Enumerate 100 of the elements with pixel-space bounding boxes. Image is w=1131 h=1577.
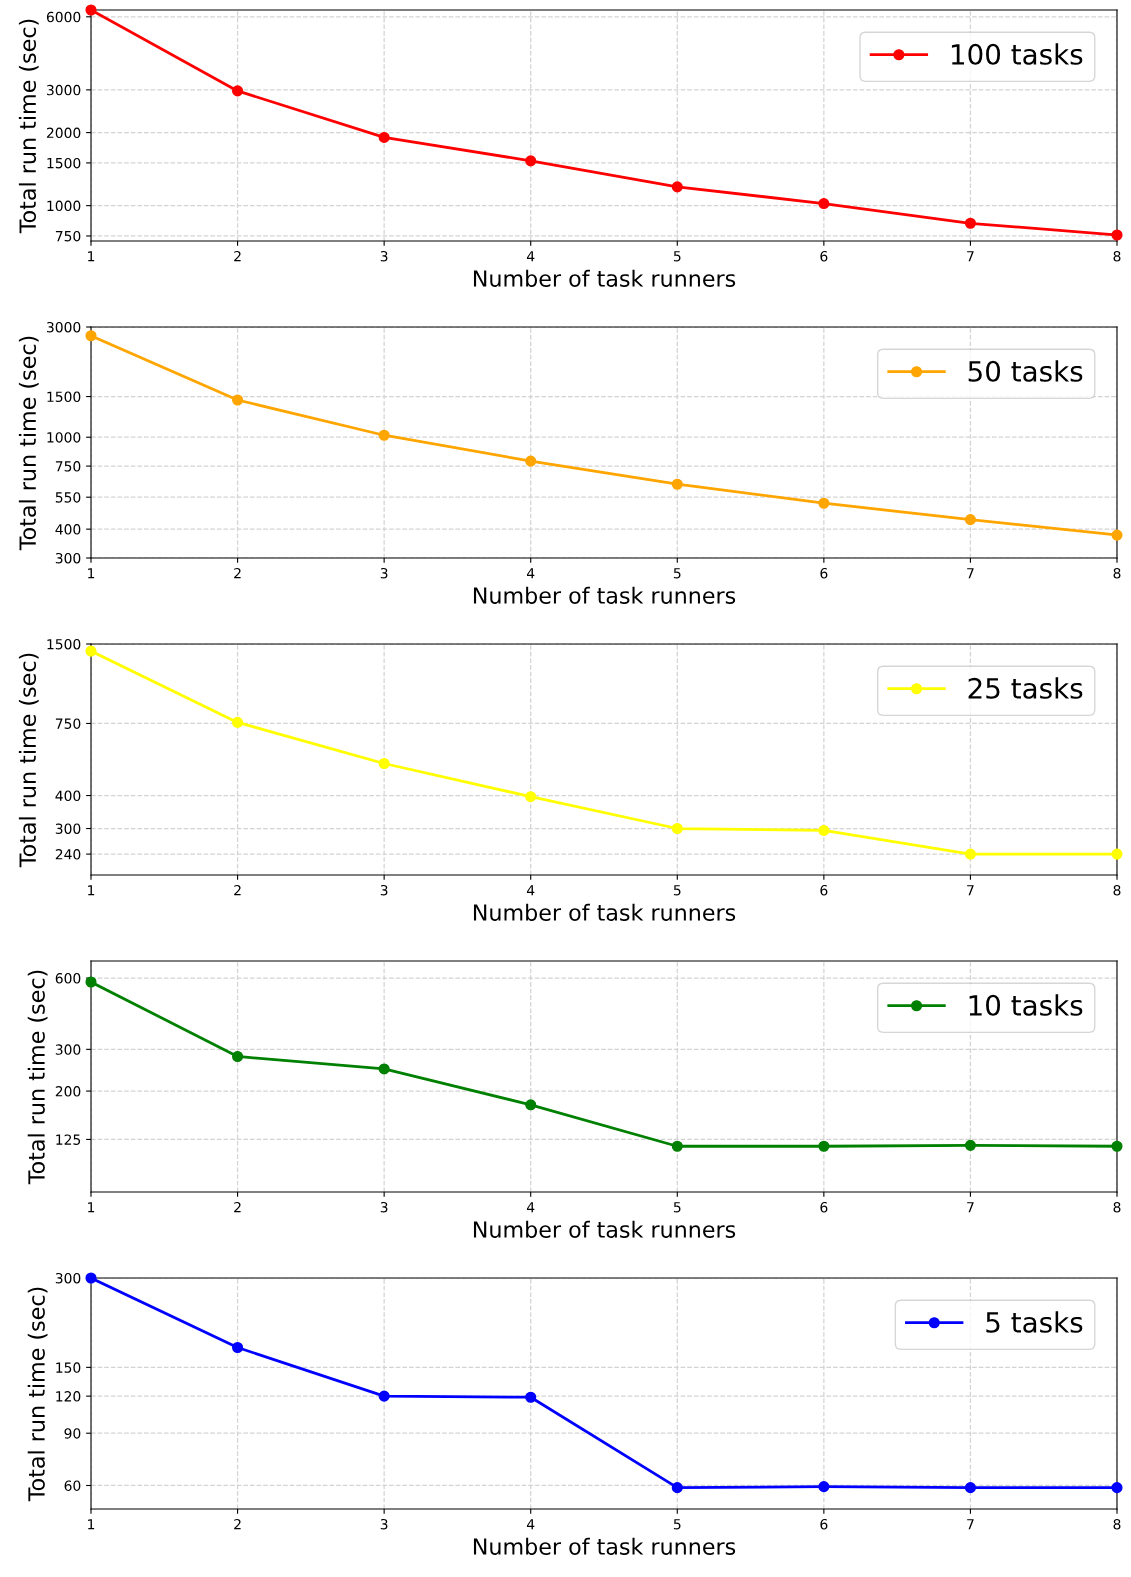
y-tick-label: 1500 <box>47 391 81 403</box>
y-tick-label: 200 <box>55 1086 81 1097</box>
y-tick-label: 600 <box>55 973 81 984</box>
point <box>964 848 976 860</box>
y-tick-label: 400 <box>55 524 81 535</box>
point <box>525 1391 537 1403</box>
x-tick-label: 4 <box>526 568 535 579</box>
point <box>378 131 390 143</box>
point <box>964 217 976 229</box>
y-tick-label: 400 <box>55 790 81 802</box>
point <box>1111 229 1123 241</box>
y-tick-label: 300 <box>55 823 81 834</box>
y-axis-title: Total run time (sec) <box>27 970 48 1185</box>
point <box>964 1482 976 1494</box>
y-axis-title: Total run time (sec) <box>18 19 39 234</box>
x-tick-label: 6 <box>820 1518 828 1530</box>
x-axis-title: Number of task runners <box>473 1220 736 1238</box>
point <box>85 4 97 16</box>
y-tick-label: 2000 <box>46 127 81 139</box>
y-tick-label: 125 <box>56 1134 81 1145</box>
x-tick-label: 1 <box>88 251 95 262</box>
x-tick-label: 3 <box>380 884 388 896</box>
y-axis-title: Total run time (sec) <box>27 1287 48 1502</box>
x-tick-label: 4 <box>526 1202 535 1213</box>
point <box>525 155 537 167</box>
point <box>671 1482 683 1494</box>
point <box>964 514 976 526</box>
point <box>378 1063 390 1075</box>
x-tick-label: 4 <box>526 885 535 896</box>
x-tick-label: 3 <box>380 1518 388 1530</box>
y-tick-label: 3000 <box>46 84 81 96</box>
point <box>818 1140 830 1152</box>
point <box>525 1099 537 1111</box>
y-tick-label: 300 <box>55 1044 81 1055</box>
y-tick-label: 750 <box>55 461 81 472</box>
legend-label: 50 tasks <box>968 360 1083 382</box>
y-tick-label: 150 <box>56 1362 81 1373</box>
point <box>818 824 830 836</box>
y-tick-label: 60 <box>64 1480 81 1491</box>
y-tick-label: 1000 <box>47 200 81 212</box>
x-tick-label: 8 <box>1113 884 1121 896</box>
x-tick-label: 2 <box>234 1518 241 1530</box>
y-tick-label: 750 <box>55 230 81 242</box>
x-tick-label: 1 <box>88 1519 95 1530</box>
y-tick-label: 3000 <box>46 321 81 333</box>
point <box>232 85 244 97</box>
point <box>525 455 537 467</box>
point <box>378 757 390 770</box>
point <box>671 181 683 193</box>
y-tick-label: 1500 <box>47 638 81 650</box>
x-tick-label: 8 <box>1113 1518 1121 1530</box>
point <box>85 645 97 657</box>
x-tick-label: 7 <box>967 251 974 262</box>
x-tick-label: 7 <box>967 568 974 579</box>
point <box>1111 1140 1123 1152</box>
point <box>378 429 390 441</box>
x-tick-label: 8 <box>1113 567 1121 579</box>
x-tick-label: 2 <box>234 1201 241 1213</box>
x-tick-label: 6 <box>820 1201 828 1213</box>
point <box>1111 1482 1123 1494</box>
point <box>818 497 830 509</box>
y-tick-label: 750 <box>55 718 81 729</box>
x-tick-label: 5 <box>673 1202 681 1213</box>
x-tick-label: 7 <box>967 1519 974 1530</box>
legend-label: 25 tasks <box>968 677 1083 699</box>
y-tick-label: 6000 <box>46 11 81 23</box>
x-axis-title: Number of task runners <box>473 269 736 287</box>
point <box>525 791 537 803</box>
point <box>671 1140 683 1152</box>
x-axis-title: Number of task runners <box>473 903 736 921</box>
x-tick-label: 2 <box>234 884 241 896</box>
legend-label: 100 tasks <box>951 43 1083 65</box>
point <box>232 1050 244 1063</box>
x-tick-label: 5 <box>673 885 681 896</box>
x-tick-label: 3 <box>380 567 388 579</box>
y-axis-title: Total run time (sec) <box>18 336 39 551</box>
x-tick-label: 3 <box>380 1201 388 1213</box>
legend-label: 10 tasks <box>969 994 1083 1016</box>
x-tick-label: 3 <box>380 250 388 262</box>
legend-label: 5 tasks <box>986 1311 1083 1333</box>
x-tick-label: 6 <box>820 567 828 579</box>
point <box>1111 848 1123 860</box>
x-tick-label: 4 <box>526 1519 535 1530</box>
x-tick-label: 6 <box>820 250 828 262</box>
x-tick-label: 1 <box>88 1202 95 1213</box>
point <box>1111 529 1123 541</box>
x-tick-label: 7 <box>967 1202 974 1213</box>
y-tick-label: 90 <box>64 1428 81 1439</box>
x-tick-label: 8 <box>1113 250 1121 262</box>
x-tick-label: 5 <box>673 1519 681 1530</box>
point <box>818 197 830 210</box>
y-tick-label: 120 <box>56 1391 81 1402</box>
y-tick-label: 240 <box>55 849 81 860</box>
x-tick-label: 5 <box>673 568 681 579</box>
point <box>85 330 97 342</box>
x-axis-title: Number of task runners <box>473 586 736 604</box>
x-tick-label: 8 <box>1113 1201 1121 1213</box>
point <box>378 1390 390 1402</box>
y-tick-label: 1500 <box>47 157 81 169</box>
x-tick-label: 2 <box>234 567 241 579</box>
